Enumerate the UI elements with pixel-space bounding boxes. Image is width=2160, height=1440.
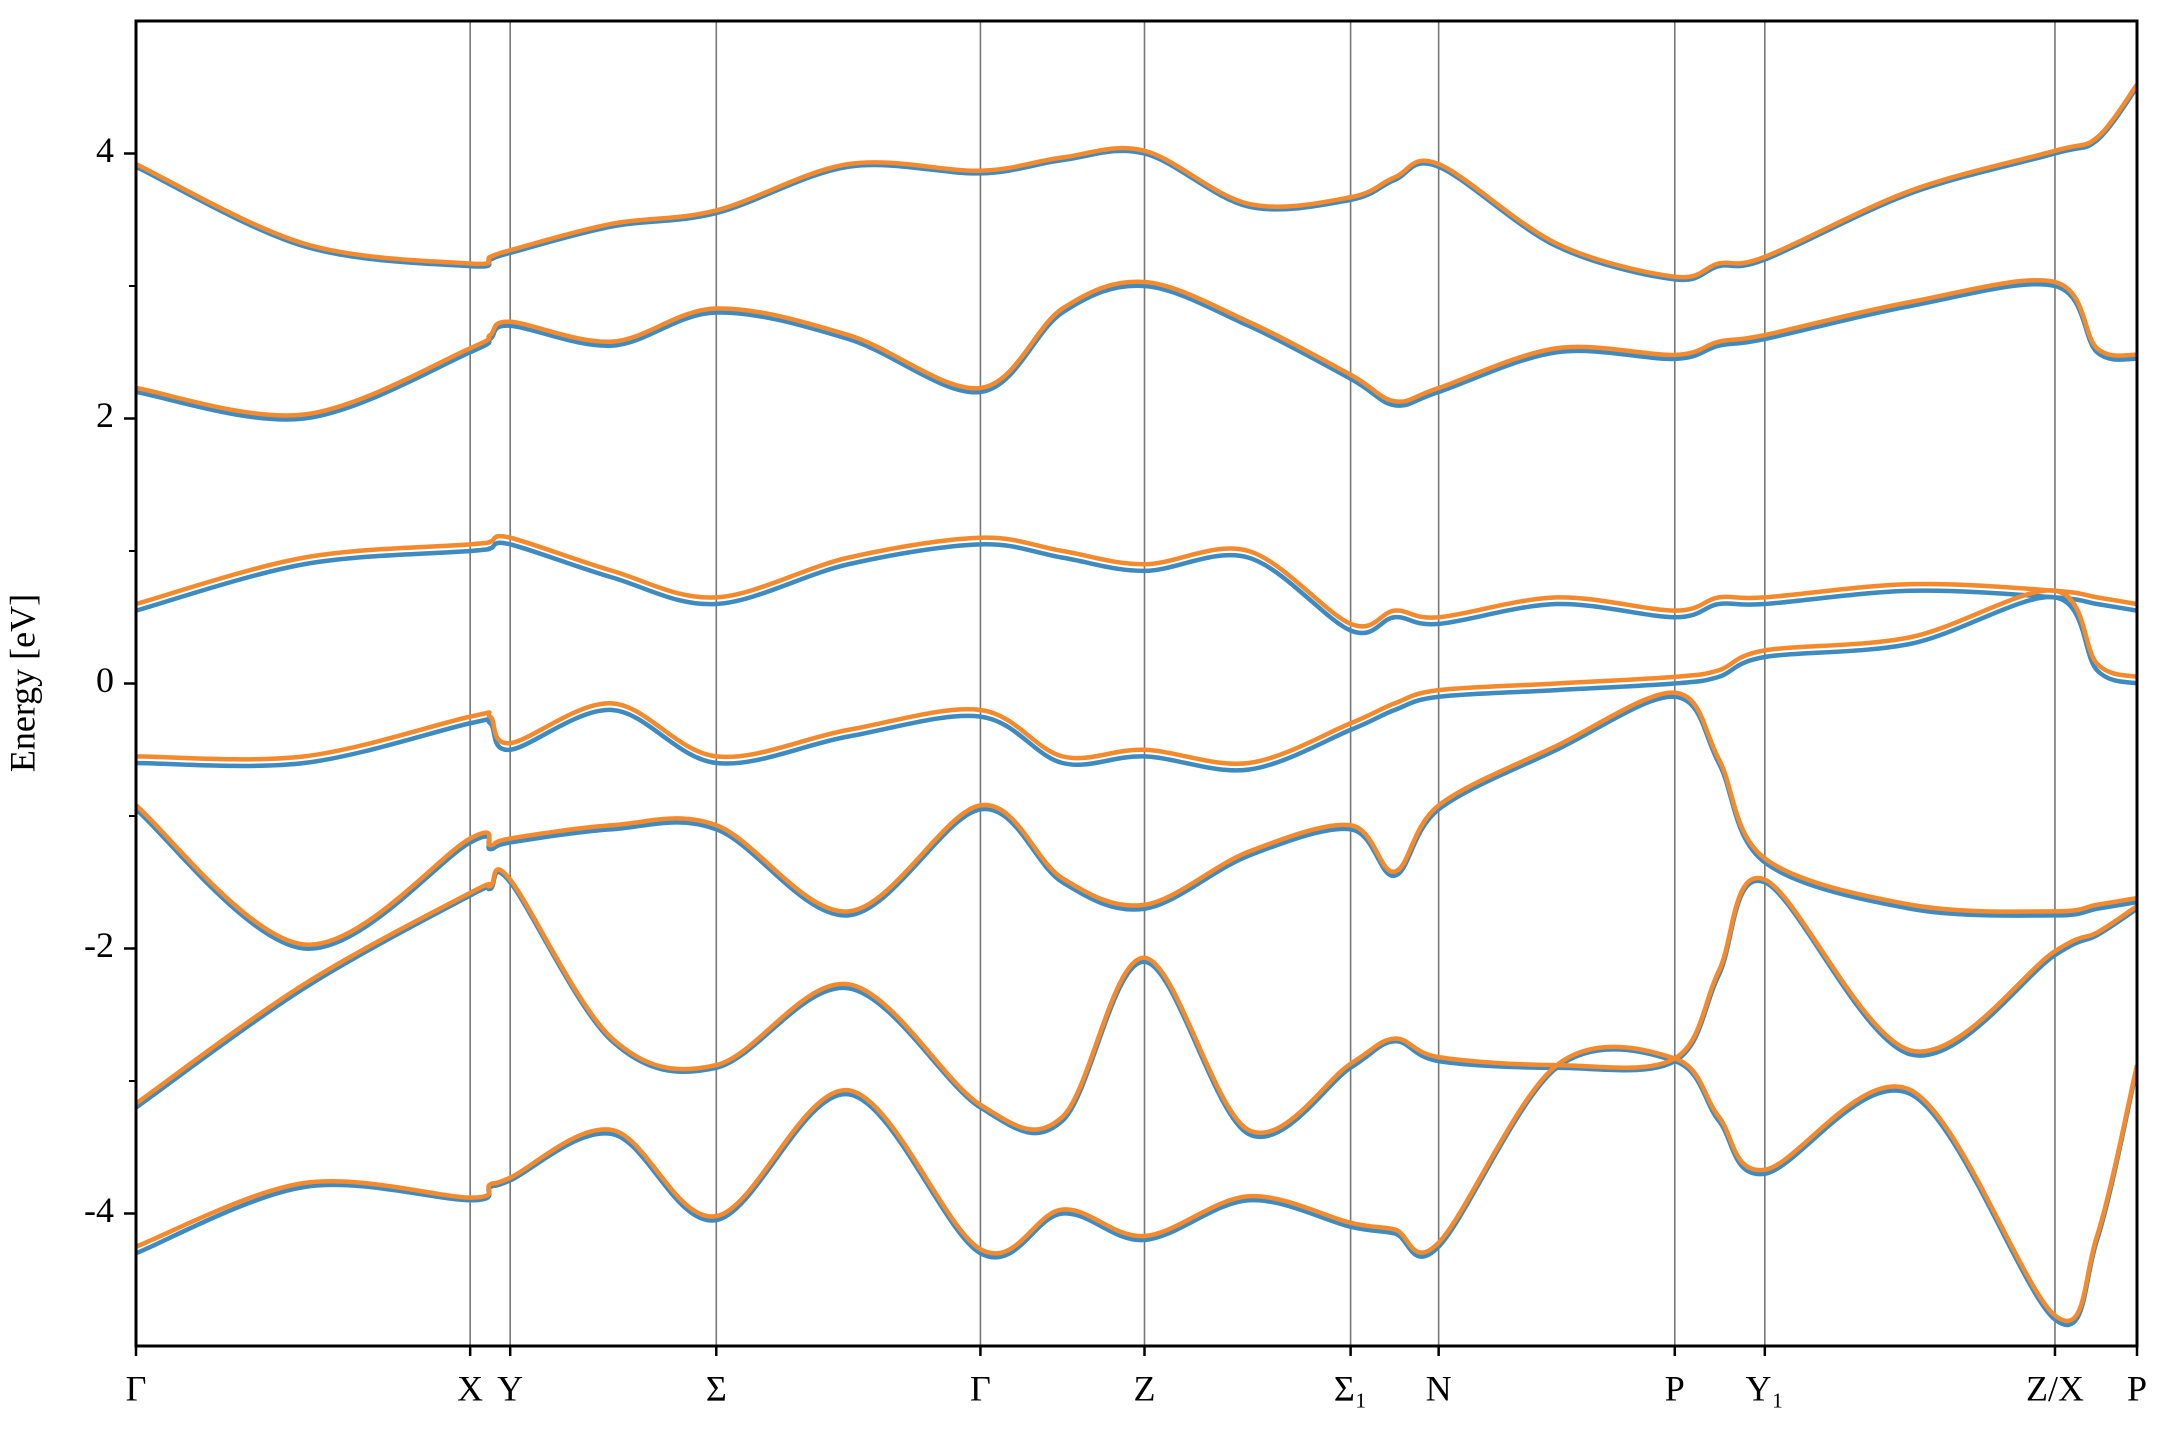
band-line: [136, 690, 2137, 947]
y-tick-label: 0: [96, 660, 114, 700]
x-tick-label: Z/X: [2026, 1368, 2084, 1408]
band-line: [136, 594, 2137, 773]
band-line: [136, 83, 2137, 280]
x-tick-label: N: [1426, 1368, 1452, 1408]
x-tick-label: P: [1665, 1368, 1685, 1408]
y-tick-label: 4: [96, 130, 114, 170]
band-line: [136, 277, 2137, 418]
plot-frame: [134, 19, 2139, 1348]
band-line: [136, 867, 2137, 1135]
x-tick-label: Γ: [126, 1368, 147, 1408]
band-line: [136, 1044, 2137, 1324]
x-tick-label: Γ: [970, 1368, 991, 1408]
x-tick-label: Σ: [706, 1368, 727, 1408]
band-line: [136, 694, 2137, 951]
y-axis-label: Energy [eV]: [2, 594, 42, 772]
band-line: [136, 588, 2137, 766]
x-tick-label: Z: [1134, 1368, 1156, 1408]
x-tick-label: X: [457, 1368, 483, 1408]
y-tick-label: -4: [84, 1190, 114, 1230]
y-tick-label: -2: [84, 925, 114, 965]
x-tick-label: Σ₁: [1334, 1368, 1368, 1408]
band-line: [136, 281, 2137, 422]
band-line: [136, 1047, 2137, 1328]
band-line: [136, 85, 2137, 283]
band-line: [136, 540, 2137, 636]
y-tick-label: 2: [96, 395, 114, 435]
band-line: [136, 533, 2137, 629]
x-tick-label: P: [2127, 1368, 2147, 1408]
x-tick-label: Y₁: [1746, 1368, 1785, 1408]
x-tick-label: Y: [497, 1368, 523, 1408]
